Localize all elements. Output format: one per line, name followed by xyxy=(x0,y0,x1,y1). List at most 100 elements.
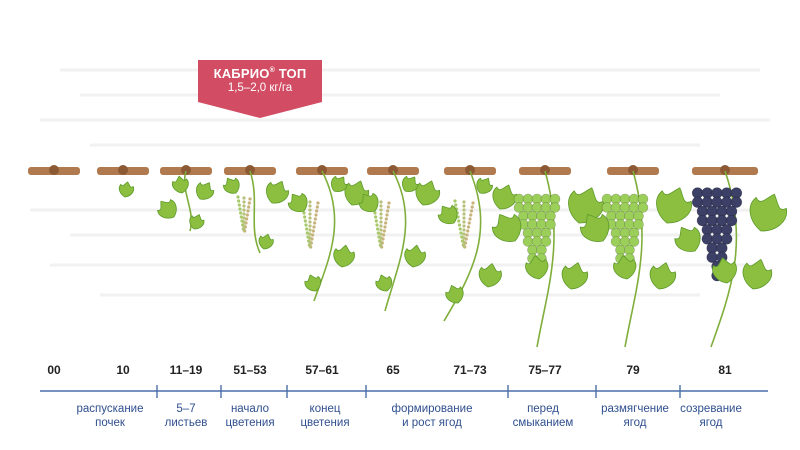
leaf-icon xyxy=(196,182,215,200)
flower-bud xyxy=(308,240,312,244)
berry xyxy=(540,236,552,247)
leaf-icon xyxy=(478,263,502,288)
flower-bud xyxy=(308,212,312,216)
flower-bud xyxy=(465,233,469,237)
bud-node xyxy=(245,165,255,175)
flower-bud xyxy=(379,232,383,236)
flower-bud xyxy=(373,211,377,215)
flower-bud xyxy=(376,231,380,235)
bud-node xyxy=(49,165,59,175)
flower-bud xyxy=(468,217,472,221)
leaf-icon xyxy=(476,177,493,194)
leaf-icon xyxy=(404,244,426,268)
flower-bud xyxy=(383,225,387,229)
flower-bud xyxy=(314,213,318,217)
flower-bud xyxy=(303,215,307,219)
stem xyxy=(384,170,407,312)
berry xyxy=(633,219,644,230)
leaf-icon xyxy=(331,175,348,192)
stem xyxy=(536,170,555,348)
flower-bud xyxy=(308,204,312,208)
stage-label-line: размягчение xyxy=(601,403,669,415)
berry xyxy=(721,233,733,245)
stage-label-line: созревание xyxy=(680,403,742,415)
flower-bud xyxy=(242,224,246,228)
flower-bud xyxy=(308,232,312,236)
bud-node xyxy=(118,165,128,175)
leaf-icon xyxy=(171,175,189,194)
flower-bud xyxy=(382,229,386,233)
leaf-icon xyxy=(579,213,610,242)
flower-bud xyxy=(469,209,474,213)
flower-bud xyxy=(238,207,242,211)
leaf-icon xyxy=(742,258,773,290)
leaf-icon xyxy=(568,187,604,224)
stage-code: 57–61 xyxy=(305,363,339,377)
flower-bud xyxy=(242,220,246,224)
leaf-icon xyxy=(189,214,205,230)
stage-code: 65 xyxy=(386,363,400,377)
stage-label: размягчение ягод xyxy=(601,402,669,430)
flower-bud xyxy=(379,212,383,216)
flower-bud xyxy=(379,216,383,220)
stage-label: формирование и рост ягод xyxy=(392,402,473,430)
vine-illustration xyxy=(579,165,692,348)
stem xyxy=(443,170,482,322)
flower-bud xyxy=(471,201,475,205)
flower-bud xyxy=(384,217,388,221)
bud-node xyxy=(388,165,398,175)
leaf-icon xyxy=(258,233,274,250)
vine-illustration xyxy=(674,165,787,348)
flower-bud xyxy=(469,213,473,217)
vine-illustration xyxy=(28,165,80,175)
flower-bud xyxy=(316,201,320,205)
stage-label-line: распускание xyxy=(76,403,144,415)
flower-bud xyxy=(302,211,306,215)
berry xyxy=(628,236,640,247)
flower-bud xyxy=(304,223,308,227)
berry xyxy=(549,202,561,213)
flower-bud xyxy=(379,228,383,232)
flower-bud xyxy=(457,219,461,223)
flower-bud xyxy=(458,227,462,231)
flower-bud xyxy=(242,200,246,204)
stage-code: 51–53 xyxy=(233,363,267,377)
leaf-icon xyxy=(437,204,458,225)
flower-bud xyxy=(462,228,466,232)
flower-bud xyxy=(308,224,312,228)
berry xyxy=(725,214,738,227)
leaf-icon xyxy=(304,274,322,292)
flower-bud xyxy=(462,236,466,240)
flower-bud xyxy=(385,213,389,217)
leaf-icon xyxy=(491,213,522,242)
stage-label-line: начало xyxy=(230,403,270,415)
flower-bud xyxy=(311,229,315,233)
flower-bud xyxy=(379,208,383,212)
leaf-icon xyxy=(287,192,308,213)
flower-bud xyxy=(308,216,312,220)
leaf-icon xyxy=(656,187,692,224)
flower-bud xyxy=(236,195,240,199)
stage-label-line: конец xyxy=(309,403,341,415)
grape-cluster xyxy=(601,193,649,273)
flower-bud xyxy=(462,220,466,224)
flower-bud xyxy=(312,225,316,229)
flower-bud xyxy=(379,224,383,228)
flower-bud xyxy=(386,209,390,213)
leaf-icon xyxy=(266,180,289,204)
leaf-icon xyxy=(118,181,135,198)
stage-label-line: 5–7 xyxy=(176,403,196,415)
registered-mark: ® xyxy=(269,67,275,74)
leaf-icon xyxy=(375,274,393,292)
flower-bud xyxy=(462,244,466,248)
flower-bud xyxy=(384,221,388,225)
flower-bud xyxy=(237,203,241,207)
flower-bud xyxy=(462,212,466,216)
stage-code: 81 xyxy=(718,363,732,377)
flower-bud xyxy=(247,201,251,205)
flower-bud xyxy=(242,204,246,208)
leaf-icon xyxy=(402,175,419,192)
flower-bud xyxy=(374,219,378,223)
leaf-icon xyxy=(561,262,589,290)
